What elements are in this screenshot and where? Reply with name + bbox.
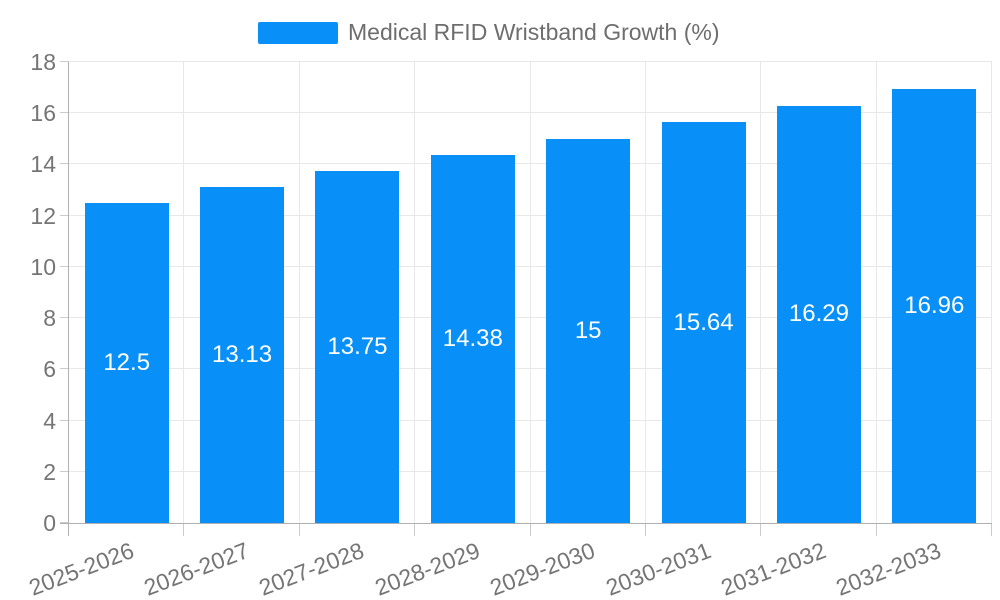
y-gridline [69, 61, 992, 62]
x-axis-tick-label: 2029-2030 [486, 537, 599, 600]
x-axis-tick [298, 523, 300, 536]
x-gridline [298, 62, 300, 523]
y-gridline [69, 163, 992, 165]
y-axis-tick [60, 265, 69, 267]
bar[interactable] [430, 154, 515, 523]
x-gridline [644, 62, 646, 523]
x-axis-tick-label: 2031-2032 [717, 537, 830, 600]
x-axis-tick [183, 523, 185, 536]
legend-item[interactable]: Medical RFID Wristband Growth (%) [258, 19, 720, 46]
y-axis-tick-label: 2 [43, 458, 56, 485]
y-axis-tick [60, 214, 69, 216]
x-gridline [875, 62, 877, 523]
y-axis-tick-label: 10 [30, 253, 56, 280]
x-axis-tick [529, 523, 531, 536]
x-gridline [414, 62, 416, 523]
legend-label: Medical RFID Wristband Growth (%) [348, 19, 720, 45]
y-axis-tick-label: 0 [43, 510, 56, 536]
x-axis-tick [875, 523, 877, 536]
y-gridline [69, 317, 992, 319]
y-gridline [69, 368, 992, 370]
bar[interactable] [546, 138, 631, 523]
y-axis-tick [60, 112, 69, 114]
y-axis-tick [60, 419, 69, 421]
bar[interactable] [84, 202, 169, 523]
y-axis-tick [60, 317, 69, 319]
y-gridline [69, 265, 992, 267]
y-axis-tick-label: 12 [30, 202, 56, 229]
y-gridline [69, 214, 992, 216]
y-gridline [69, 470, 992, 472]
bar[interactable] [776, 105, 861, 523]
bar[interactable] [315, 170, 400, 523]
y-axis-tick [60, 61, 69, 62]
x-gridline [529, 62, 531, 523]
x-axis-tick [644, 523, 646, 536]
x-axis-tick [760, 523, 762, 536]
x-axis-tick [414, 523, 416, 536]
y-axis-tick [60, 163, 69, 165]
y-axis-tick-label: 18 [30, 49, 56, 75]
y-axis-tick-label: 8 [43, 305, 56, 332]
bar[interactable] [892, 88, 977, 523]
y-axis-tick-label: 4 [43, 407, 56, 434]
y-axis-line [68, 62, 69, 536]
x-axis-tick-label: 2028-2029 [371, 537, 484, 600]
bar[interactable] [661, 122, 746, 523]
y-axis-tick [60, 368, 69, 370]
legend-color-swatch [258, 21, 338, 44]
y-axis-tick-label: 6 [43, 356, 56, 383]
y-gridline [69, 112, 992, 114]
x-gridline [183, 62, 185, 523]
x-axis-tick-label: 2032-2033 [832, 537, 945, 600]
y-axis-tick-label: 16 [30, 100, 56, 127]
bar[interactable] [200, 186, 285, 523]
x-axis-tick-label: 2030-2031 [601, 537, 714, 600]
y-gridline [69, 419, 992, 421]
y-axis-tick [60, 470, 69, 472]
x-axis-tick-label: 2026-2027 [140, 537, 253, 600]
x-axis-tick-label: 2027-2028 [255, 537, 368, 600]
x-gridline [760, 62, 762, 523]
x-axis-line [60, 523, 992, 524]
y-axis-tick-label: 14 [30, 151, 56, 178]
x-axis-tick-label: 2025-2026 [24, 537, 138, 600]
x-axis-tick [991, 523, 992, 536]
y-axis-tick [60, 522, 69, 523]
x-gridline [991, 62, 992, 523]
